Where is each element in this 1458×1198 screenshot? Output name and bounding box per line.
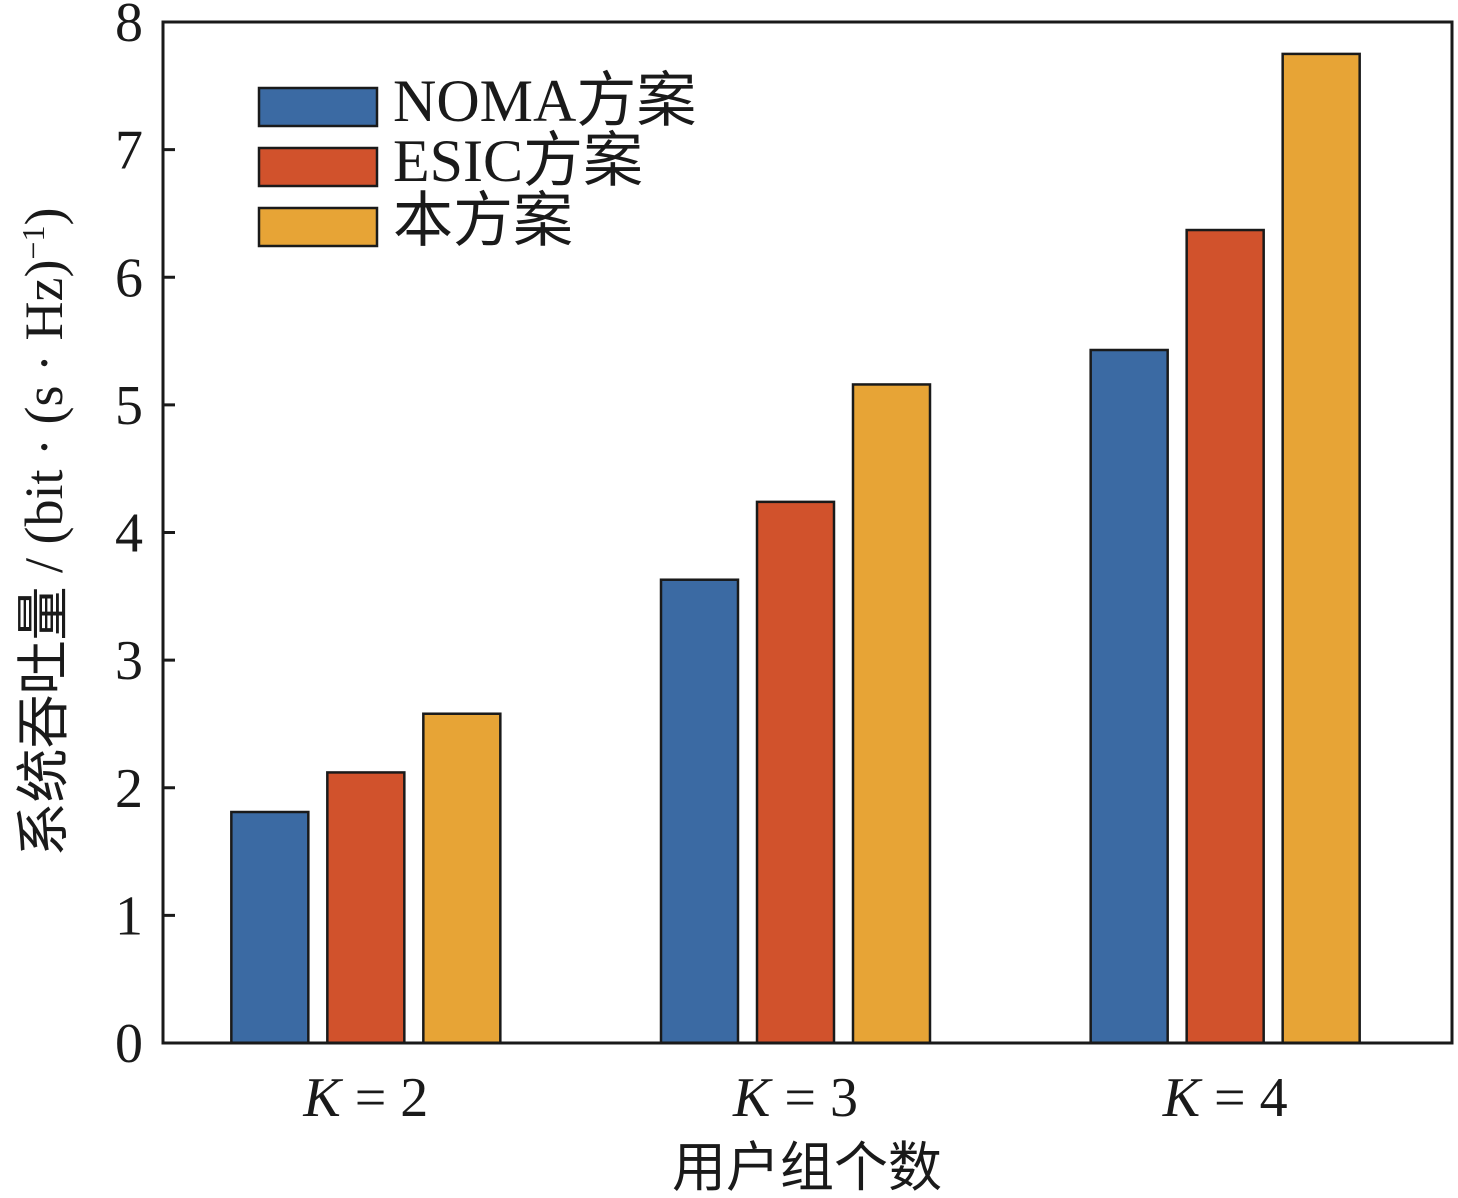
bar [1185,228,1265,1045]
bar [659,578,740,1045]
y-tick-label: 0 [115,1013,143,1075]
bar [230,810,310,1045]
y-tick-label: 1 [115,885,143,947]
x-category-rest: = 2 [341,1067,429,1129]
legend-swatch [257,86,379,128]
legend-label: 本方案 [393,188,573,254]
y-tick-label: 2 [115,758,143,820]
bar [422,712,502,1045]
legend-swatch [257,146,379,188]
y-tick-label: 5 [115,375,143,437]
y-axis: 0 1 2 3 4 5 6 7 8 [115,0,175,1075]
bar [326,771,406,1045]
y-axis-title-close: ) [14,208,74,226]
y-tick-label: 6 [115,247,143,309]
y-axis-title-sup: −1 [15,226,51,260]
x-category-label: K = 2 [302,1067,428,1129]
bar [851,383,932,1045]
y-tick-label: 8 [115,0,143,54]
bars-group [230,52,1361,1045]
y-tick-label: 3 [115,630,143,692]
x-category-label: K = 3 [732,1067,858,1129]
x-category-var: K [302,1067,343,1129]
y-tick-label: 4 [115,503,143,565]
x-category-label: K = 4 [1162,1067,1288,1129]
y-tick-label: 7 [115,120,143,182]
bar [755,500,836,1045]
legend-label: ESIC方案 [393,128,643,194]
bar [1089,348,1169,1045]
y-axis-title-main: 系统吞吐量 / (bit · (s · Hz) [14,260,74,857]
x-category-var: K [732,1067,773,1129]
bar [1281,52,1361,1045]
x-category-var: K [1162,1067,1203,1129]
x-category-rest: = 4 [1200,1067,1288,1129]
legend-swatch [257,206,379,248]
x-category-rest: = 3 [770,1067,858,1129]
x-axis-title: 用户组个数 [672,1138,942,1198]
legend-label: NOMA方案 [393,68,696,134]
y-axis-title: 系统吞吐量 / (bit · (s · Hz)−1) [14,208,74,857]
